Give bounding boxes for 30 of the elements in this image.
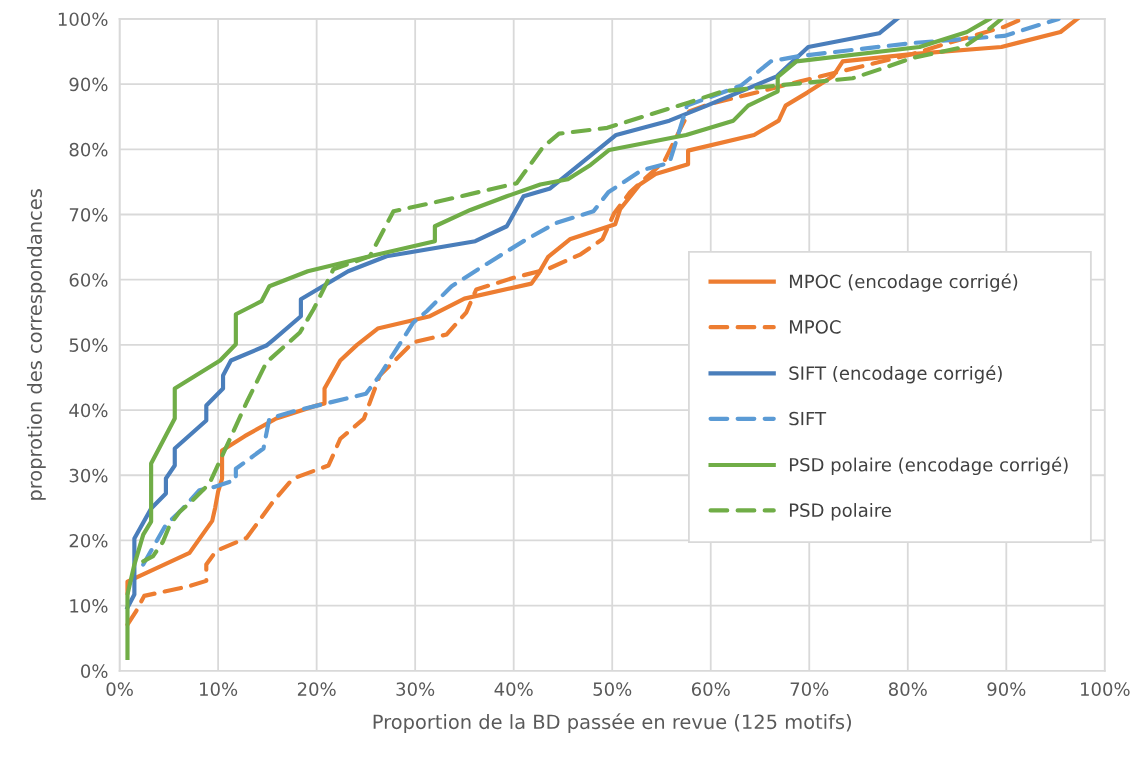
x-tick-label: 20% bbox=[297, 682, 336, 696]
y-tick-label: 30% bbox=[69, 468, 108, 483]
x-tick-label: 30% bbox=[396, 682, 435, 696]
x-tick-label: 70% bbox=[790, 682, 829, 696]
y-tick-label: 40% bbox=[69, 403, 108, 418]
x-axis-title: Proportion de la BD passée en revue (125 motifs) bbox=[373, 713, 851, 733]
x-tick-label: 40% bbox=[494, 682, 533, 696]
x-tick-label: 0% bbox=[106, 682, 133, 696]
x-tick-label: 60% bbox=[691, 682, 730, 696]
y-tick-label: 100% bbox=[58, 12, 108, 27]
legend-label: MPOC bbox=[789, 320, 841, 334]
y-tick-label: 60% bbox=[69, 273, 108, 287]
legend-label: PSD polaire bbox=[789, 503, 891, 521]
x-tick-label: 10% bbox=[200, 682, 238, 696]
x-tick-label: 100% bbox=[1081, 682, 1130, 696]
y-axis-title: proprotion des correspondances bbox=[26, 189, 46, 500]
legend-label: PSD polaire (encodage corrigé) bbox=[789, 456, 1068, 476]
x-tick-label: 90% bbox=[987, 682, 1026, 696]
x-tick-label: 80% bbox=[888, 682, 927, 696]
x-tick-label: 50% bbox=[593, 682, 632, 696]
legend-label: MPOC (encodage corrigé) bbox=[789, 273, 1018, 292]
y-tick-label: 80% bbox=[69, 142, 108, 157]
y-tick-label: 90% bbox=[69, 77, 108, 92]
y-tick-label: 10% bbox=[70, 599, 108, 613]
legend-label: SIFT bbox=[789, 411, 827, 426]
legend-label: SIFT (encodage corrigé) bbox=[789, 365, 1002, 384]
y-tick-label: 50% bbox=[69, 338, 108, 353]
y-tick-label: 0% bbox=[81, 664, 108, 678]
y-tick-label: 20% bbox=[69, 533, 108, 548]
y-tick-label: 70% bbox=[69, 207, 108, 222]
